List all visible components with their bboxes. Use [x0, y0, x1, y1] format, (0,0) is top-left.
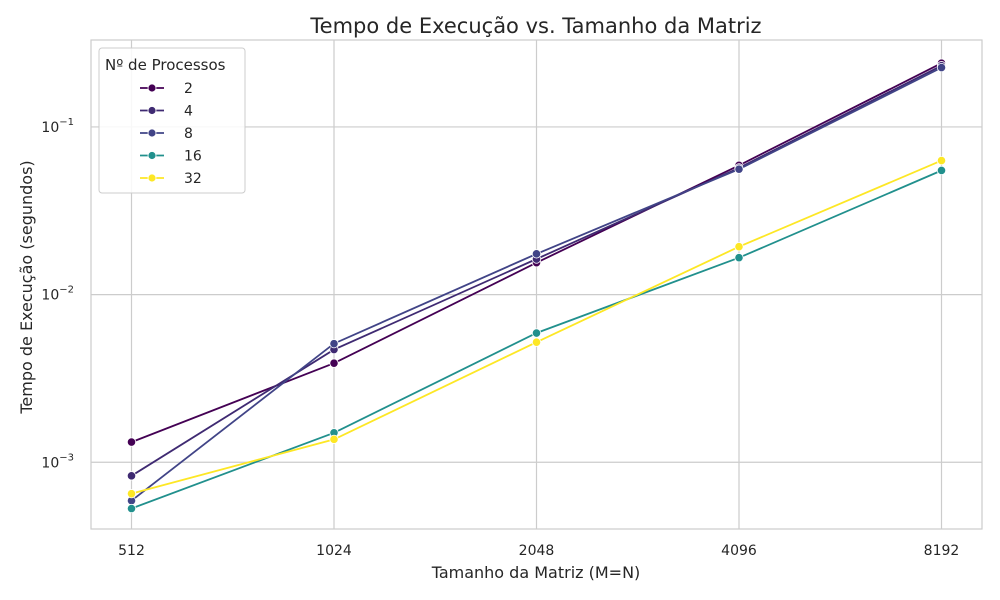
x-tick-label: 2048: [519, 543, 555, 559]
x-tick-label: 1024: [316, 543, 352, 559]
data-point: [734, 164, 744, 174]
legend-label: 2: [184, 81, 193, 97]
data-point: [531, 337, 542, 347]
grid: [91, 40, 982, 529]
y-tick-label: 10−2: [41, 285, 74, 304]
series-32: [126, 155, 947, 499]
x-axis-ticks: 512 1024 2048 4096 8192: [118, 543, 959, 559]
legend-items: 2 4 8 16 32: [140, 81, 202, 187]
legend-box: [98, 47, 246, 194]
data-point: [936, 155, 947, 166]
x-tick-label: 8192: [924, 543, 960, 559]
data-point: [126, 503, 137, 514]
data-point: [936, 62, 947, 73]
legend-label: 8: [184, 126, 193, 142]
legend-swatch-marker: [147, 151, 157, 160]
x-tick-label: 4096: [721, 543, 757, 559]
data-point: [126, 471, 137, 481]
legend-label: 4: [184, 104, 193, 120]
legend-title: Nº de Processos: [105, 56, 226, 74]
data-point: [531, 328, 542, 338]
y-tick-label: 10−3: [41, 452, 74, 471]
data-point: [734, 242, 744, 252]
data-point: [734, 253, 744, 263]
data-point: [126, 489, 137, 499]
data-point: [329, 339, 339, 349]
y-axis-label: Tempo de Execução (segundos): [17, 160, 36, 414]
y-tick-label: 10−1: [41, 117, 74, 136]
legend-swatch-marker: [147, 128, 157, 138]
data-point: [936, 165, 947, 176]
x-tick-label: 512: [118, 543, 145, 559]
series-layer: [126, 58, 947, 514]
legend-label: 16: [184, 149, 202, 165]
y-axis-ticks: 10−3 10−2 10−1: [41, 117, 74, 471]
series-8: [126, 62, 947, 506]
legend-swatch-marker: [147, 106, 157, 115]
legend-swatch-marker: [147, 83, 157, 93]
legend-swatch-marker: [147, 173, 157, 183]
legend-label: 32: [184, 171, 202, 187]
data-point: [329, 358, 339, 368]
legend: Nº de Processos 2 4 8 16 32: [98, 47, 246, 194]
x-axis-label: Tamanho da Matriz (M=N): [431, 563, 641, 582]
chart-title: Tempo de Execução vs. Tamanho da Matriz: [309, 14, 761, 38]
data-point: [126, 437, 137, 447]
data-point: [531, 249, 542, 259]
data-point: [329, 434, 339, 444]
